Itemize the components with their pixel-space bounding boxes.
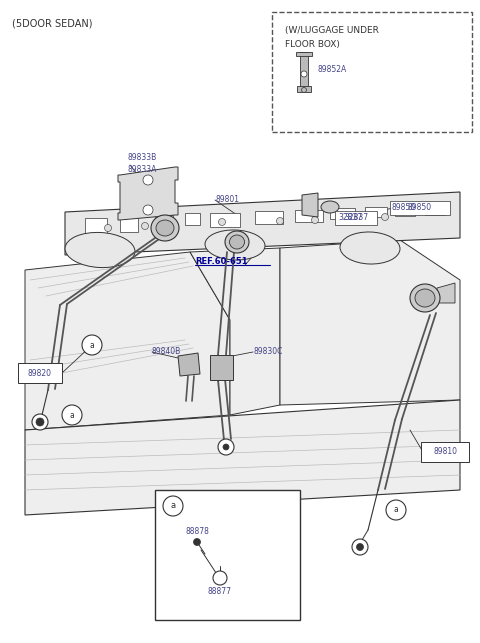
Text: 89830C: 89830C: [253, 347, 282, 356]
Text: 89850: 89850: [392, 203, 416, 212]
Text: 89810: 89810: [433, 448, 457, 457]
Circle shape: [163, 496, 183, 516]
Circle shape: [348, 215, 356, 221]
Polygon shape: [190, 248, 280, 415]
Text: a: a: [70, 410, 74, 419]
Circle shape: [382, 213, 388, 221]
Text: 88878: 88878: [185, 527, 209, 536]
Bar: [395, 206, 415, 216]
Text: 89820: 89820: [28, 368, 52, 377]
Circle shape: [357, 543, 363, 550]
Circle shape: [143, 205, 153, 215]
Circle shape: [218, 439, 234, 455]
Circle shape: [276, 217, 284, 224]
Text: 89833B: 89833B: [128, 154, 157, 163]
Bar: [255, 211, 283, 224]
Text: a: a: [170, 502, 176, 511]
Text: 89852A: 89852A: [318, 66, 347, 75]
Polygon shape: [297, 86, 311, 92]
Bar: [365, 207, 387, 217]
Circle shape: [36, 418, 44, 426]
Polygon shape: [210, 355, 233, 380]
Text: a: a: [394, 505, 398, 514]
Polygon shape: [178, 353, 200, 376]
Bar: [155, 215, 173, 229]
Bar: [272, 12, 472, 132]
Bar: [210, 213, 240, 227]
Circle shape: [62, 405, 82, 425]
Ellipse shape: [151, 215, 179, 241]
Ellipse shape: [229, 235, 244, 249]
Ellipse shape: [156, 220, 174, 236]
Circle shape: [213, 571, 227, 585]
Text: 32837: 32837: [338, 213, 362, 222]
Bar: [295, 210, 323, 222]
Bar: [330, 208, 355, 219]
Polygon shape: [296, 52, 312, 56]
Circle shape: [193, 538, 201, 545]
Text: 89850: 89850: [408, 203, 432, 212]
Ellipse shape: [205, 230, 265, 260]
Polygon shape: [437, 283, 455, 303]
Ellipse shape: [65, 232, 135, 267]
Polygon shape: [25, 400, 460, 515]
Circle shape: [301, 71, 307, 77]
Bar: [120, 217, 138, 232]
Text: 89833A: 89833A: [128, 165, 157, 174]
Bar: [390, 201, 450, 215]
Circle shape: [386, 500, 406, 520]
Circle shape: [143, 175, 153, 185]
Ellipse shape: [410, 284, 440, 312]
Ellipse shape: [321, 201, 339, 213]
Polygon shape: [65, 192, 460, 255]
Bar: [425, 205, 445, 215]
Text: 89801: 89801: [215, 195, 239, 204]
Text: REF.60-651: REF.60-651: [195, 257, 248, 266]
Polygon shape: [25, 252, 230, 430]
Circle shape: [312, 217, 319, 224]
Bar: [185, 213, 200, 225]
Circle shape: [301, 87, 307, 93]
Text: 88877: 88877: [208, 588, 232, 597]
Text: a: a: [90, 341, 95, 350]
Circle shape: [82, 335, 102, 355]
Text: 32837: 32837: [344, 213, 368, 222]
Text: (5DOOR SEDAN): (5DOOR SEDAN): [12, 18, 93, 28]
Circle shape: [352, 539, 368, 555]
Bar: [155, 490, 300, 620]
Polygon shape: [280, 240, 460, 405]
Text: (W/LUGGAGE UNDER: (W/LUGGAGE UNDER: [285, 26, 379, 35]
Circle shape: [32, 414, 48, 430]
Bar: [85, 218, 107, 234]
Text: FLOOR BOX): FLOOR BOX): [285, 40, 340, 49]
Ellipse shape: [340, 232, 400, 264]
Polygon shape: [302, 193, 318, 217]
Circle shape: [218, 219, 226, 226]
Ellipse shape: [225, 231, 249, 253]
Bar: [421, 442, 469, 462]
Circle shape: [105, 224, 111, 231]
Circle shape: [142, 222, 148, 230]
Text: 89840B: 89840B: [152, 347, 181, 356]
Circle shape: [167, 221, 173, 228]
Polygon shape: [118, 167, 178, 220]
Bar: [335, 211, 377, 225]
Ellipse shape: [415, 289, 435, 307]
Polygon shape: [300, 52, 308, 90]
Circle shape: [223, 444, 229, 450]
Bar: [18, 363, 62, 383]
